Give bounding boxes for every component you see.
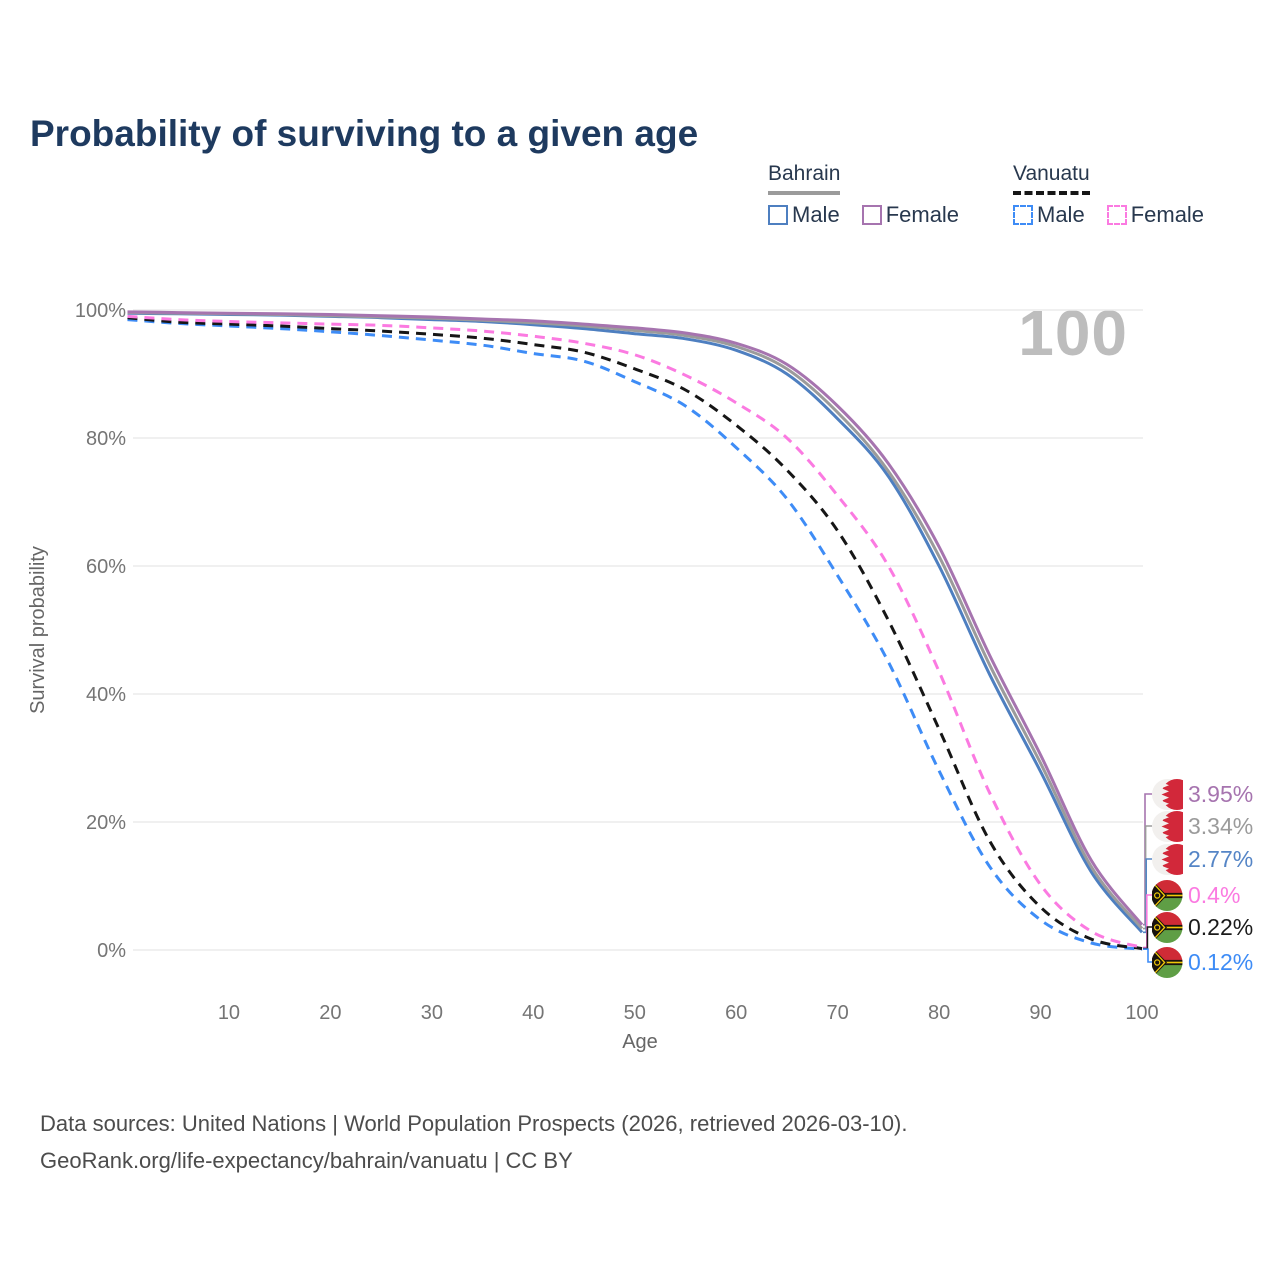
- end-label-bahrain_male: 2.77%: [1152, 843, 1254, 875]
- vanuatu-flag-icon: [1152, 880, 1183, 911]
- x-tick-label: 50: [624, 1002, 646, 1024]
- legend-item-label: Female: [1130, 202, 1205, 227]
- end-label-vanuatu_male: 0.12%: [1152, 947, 1253, 978]
- connector-vanuatu_female: [1143, 894, 1152, 949]
- curve-bahrain_total: [127, 311, 1144, 930]
- x-tick-label: 10: [218, 1002, 240, 1024]
- footer: Data sources: United Nations | World Pop…: [40, 1105, 907, 1179]
- curve-bahrain_male: [127, 311, 1144, 934]
- curve-vanuatu_female: [127, 314, 1143, 949]
- end-label-value: 2.77%: [1188, 845, 1254, 872]
- legend-item-vanuatu-female[interactable]: Female: [1106, 202, 1205, 228]
- y-tick-label: 0%: [97, 940, 126, 962]
- page-title: Probability of surviving to a given age: [30, 112, 699, 154]
- legend-item-bahrain-male[interactable]: Male: [768, 202, 840, 228]
- vanuatu-male-swatch-icon: [1013, 205, 1033, 225]
- curve-bahrain_female: [127, 310, 1144, 926]
- bahrain-flag-icon: [1152, 843, 1183, 875]
- end-label-vanuatu_total: 0.22%: [1152, 912, 1253, 943]
- end-label-value: 0.4%: [1188, 881, 1241, 908]
- y-tick-label: 60%: [86, 556, 126, 578]
- bahrain-female-swatch-icon: [861, 205, 882, 225]
- end-label-bahrain_female: 3.95%: [1152, 778, 1254, 810]
- curve-vanuatu_total: [127, 316, 1143, 951]
- end-label-value: 3.34%: [1188, 812, 1254, 839]
- legend-country-vanuatu: Vanuatu: [1013, 162, 1090, 195]
- x-axis-title: Age: [622, 1031, 658, 1053]
- bahrain-male-swatch-icon: [768, 205, 788, 225]
- end-label-value: 0.12%: [1188, 948, 1254, 975]
- y-tick-label: 80%: [86, 428, 126, 450]
- x-tick-label: 60: [725, 1002, 747, 1024]
- legend-item-vanuatu-male[interactable]: Male: [1013, 202, 1085, 228]
- end-label-value: 0.22%: [1188, 913, 1254, 940]
- connector-vanuatu_total: [1143, 926, 1152, 950]
- legend-item-label: Female: [885, 202, 960, 227]
- y-axis-title: Survival probability: [27, 546, 49, 714]
- y-tick-label: 20%: [86, 812, 126, 834]
- connector-vanuatu_male: [1143, 948, 1152, 963]
- vanuatu-flag-icon: [1152, 947, 1183, 978]
- bahrain-flag-icon: [1152, 810, 1183, 842]
- curve-vanuatu_male: [127, 318, 1143, 951]
- end-label-vanuatu_female: 0.4%: [1152, 880, 1240, 911]
- legend-item-label: Male: [1037, 202, 1085, 227]
- hovered-age-watermark: 100: [1018, 297, 1128, 369]
- x-tick-label: 100: [1125, 1002, 1158, 1024]
- x-tick-label: 40: [522, 1002, 544, 1024]
- legend-group-bahrain: Bahrain Male Female: [768, 162, 959, 228]
- attribution-line: GeoRank.org/life-expectancy/bahrain/vanu…: [40, 1148, 573, 1173]
- end-label-bahrain_total: 3.34%: [1152, 810, 1254, 842]
- x-tick-label: 20: [319, 1002, 341, 1024]
- x-tick-label: 30: [421, 1002, 443, 1024]
- legend-group-vanuatu: Vanuatu Male Female: [1013, 162, 1204, 228]
- bahrain-flag-icon: [1152, 778, 1183, 810]
- x-tick-label: 70: [827, 1002, 849, 1024]
- legend-item-label: Male: [792, 202, 840, 227]
- x-tick-label: 80: [928, 1002, 950, 1024]
- legend-item-bahrain-female[interactable]: Female: [861, 202, 960, 228]
- end-label-value: 3.95%: [1188, 780, 1254, 807]
- y-tick-label: 100%: [75, 300, 126, 322]
- data-sources-line: Data sources: United Nations | World Pop…: [40, 1111, 908, 1136]
- x-tick-label: 90: [1029, 1002, 1051, 1024]
- vanuatu-flag-icon: [1152, 912, 1183, 943]
- legend-country-bahrain: Bahrain: [768, 162, 841, 195]
- vanuatu-female-swatch-icon: [1106, 205, 1127, 225]
- y-tick-label: 40%: [86, 684, 126, 706]
